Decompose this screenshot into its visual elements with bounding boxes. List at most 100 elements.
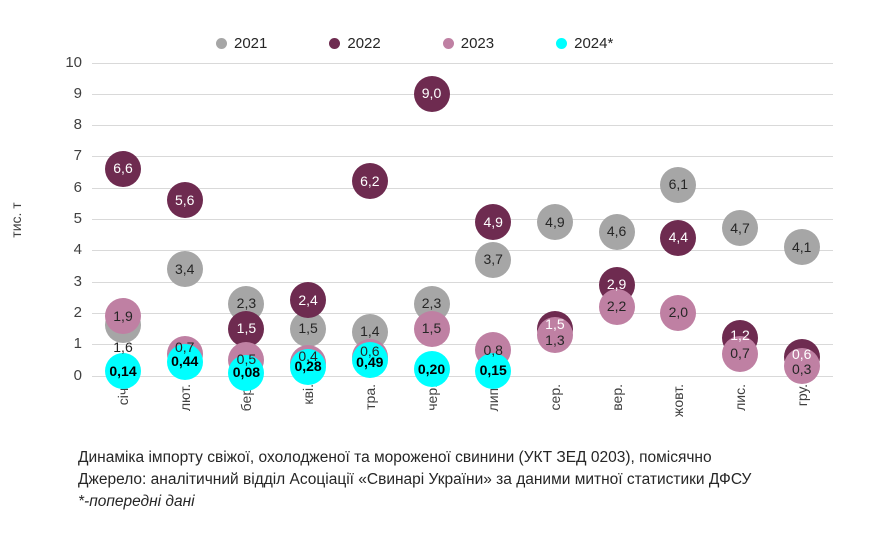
bubble-2024-кві.	[290, 348, 327, 385]
legend-label: 2021	[234, 35, 268, 52]
data-point-label: 0,8	[483, 341, 503, 358]
data-point-label: 5,6	[174, 191, 195, 208]
bubble-2022-лют.	[166, 182, 203, 219]
y-axis-title: тис. т	[8, 202, 24, 238]
gridline	[92, 375, 833, 377]
data-point-label: 1,5	[236, 320, 257, 337]
bubble-2023-лис.	[722, 335, 758, 372]
x-axis-label: кві.	[300, 384, 317, 405]
x-axis-label: лис.	[732, 384, 748, 411]
data-point-label: 1,5	[298, 320, 318, 337]
bubble-2021-гру.	[783, 229, 820, 266]
y-tick-label: 4	[73, 241, 82, 259]
bubble-2021-вер.	[598, 213, 635, 250]
data-point-label: 0,14	[109, 362, 137, 379]
legend-item-2024: 2024*	[556, 35, 613, 52]
gridline	[92, 62, 833, 64]
legend-label: 2022	[347, 35, 381, 52]
y-tick-label: 6	[73, 178, 82, 196]
y-tick-label: 5	[73, 210, 82, 227]
y-tick-label: 8	[73, 116, 82, 134]
bubble-2023-гру.	[783, 348, 820, 385]
gridline	[92, 344, 833, 346]
data-point-label: 1,5	[421, 320, 442, 337]
data-point-label: 0,5	[236, 351, 257, 368]
data-point-label: 1,2	[730, 327, 750, 344]
x-axis-label: вер.	[608, 384, 625, 411]
legend-item-2021: 2021	[216, 35, 267, 52]
y-tick-label: 10	[65, 53, 82, 71]
data-point-label: 6,1	[668, 176, 689, 193]
bubble-2022-лип.	[475, 204, 512, 241]
bubble-2024-чер.	[413, 351, 450, 388]
caption-source: Джерело: аналітичний відділ Асоціації «С…	[78, 471, 752, 488]
data-point-label: 0,28	[294, 358, 322, 375]
data-point-label: 1,6	[113, 338, 133, 355]
data-point-label: 2,4	[298, 291, 318, 308]
data-point-label: 0,7	[174, 339, 195, 356]
x-axis-label: лют.	[176, 384, 193, 412]
bubble-2023-сер.	[536, 316, 573, 353]
data-point-label: 0,6	[791, 346, 812, 363]
bubble-2021-лют.	[166, 251, 203, 288]
data-point-label: 2,9	[606, 276, 627, 293]
bubble-2024-лют.	[166, 343, 203, 380]
chart-legend: 2021 2022 2023 2024*	[216, 35, 613, 52]
x-axis-label: гру.	[793, 384, 810, 407]
gridline	[92, 250, 833, 252]
y-tick-label: 3	[73, 272, 82, 290]
data-point-label: 4,1	[791, 238, 812, 255]
data-point-label: 0,7	[730, 345, 750, 362]
bubble-2024-лип.	[475, 352, 512, 389]
data-point-label: 6,2	[360, 172, 380, 189]
bubble-2021-сер.	[536, 204, 573, 241]
y-tick-label: 9	[73, 84, 82, 102]
x-axis-label: лип.	[485, 384, 502, 412]
y-tick-label: 2	[73, 303, 82, 321]
caption-title: Динаміка імпорту свіжої, охолодженої та …	[78, 449, 712, 466]
x-axis-label: тра.	[361, 384, 378, 410]
bubble-2022-бер.	[228, 310, 265, 347]
data-point-label: 3,4	[174, 260, 195, 277]
caption-footnote: *-попередні дані	[78, 493, 195, 510]
legend-label: 2023	[460, 35, 495, 52]
legend-dot-icon	[329, 38, 341, 49]
y-tick-label: 7	[73, 147, 82, 165]
data-point-label: 2,3	[421, 295, 442, 311]
data-point-label: 3,7	[483, 251, 503, 268]
x-axis-label: сер.	[546, 384, 563, 411]
data-point-label: 1,5	[545, 316, 565, 333]
y-tick-label: 1	[73, 335, 82, 353]
data-point-label: 4,7	[730, 219, 750, 236]
data-point-label: 1,3	[545, 332, 565, 349]
data-point-label: 0,49	[356, 353, 384, 370]
bubble-2023-січ.	[105, 298, 141, 335]
x-axis-label: бер.	[238, 384, 255, 412]
x-axis-label: січ.	[115, 384, 131, 406]
data-point-label: 9,0	[421, 85, 442, 102]
legend-dot-icon	[556, 38, 568, 49]
data-point-label: 0,6	[360, 343, 380, 360]
data-point-label: 0,08	[232, 364, 261, 381]
bubble-2022-тра.	[351, 163, 388, 200]
bubble-2022-січ.	[105, 150, 141, 187]
gridline	[92, 156, 833, 158]
bubble-2022-чер.	[413, 75, 450, 112]
bubble-2024-бер.	[228, 354, 265, 391]
bubble-2022-кві.	[290, 282, 327, 319]
gridline	[92, 312, 833, 314]
bubble-2021-лип.	[475, 241, 512, 278]
data-point-label: 0,4	[298, 348, 318, 365]
bubble-2022-жовт.	[660, 219, 697, 256]
legend-item-2023: 2023	[442, 35, 495, 52]
gridline	[92, 281, 833, 283]
data-point-label: 1,9	[113, 307, 133, 324]
bubble-2021-жовт.	[660, 166, 697, 203]
x-axis-label: жовт.	[670, 384, 687, 418]
data-point-label: 2,2	[606, 298, 627, 315]
chart-caption: Динаміка імпорту свіжої, охолодженої та …	[78, 447, 751, 513]
data-point-label: 4,9	[545, 213, 565, 230]
bubble-2024-тра.	[351, 342, 388, 379]
